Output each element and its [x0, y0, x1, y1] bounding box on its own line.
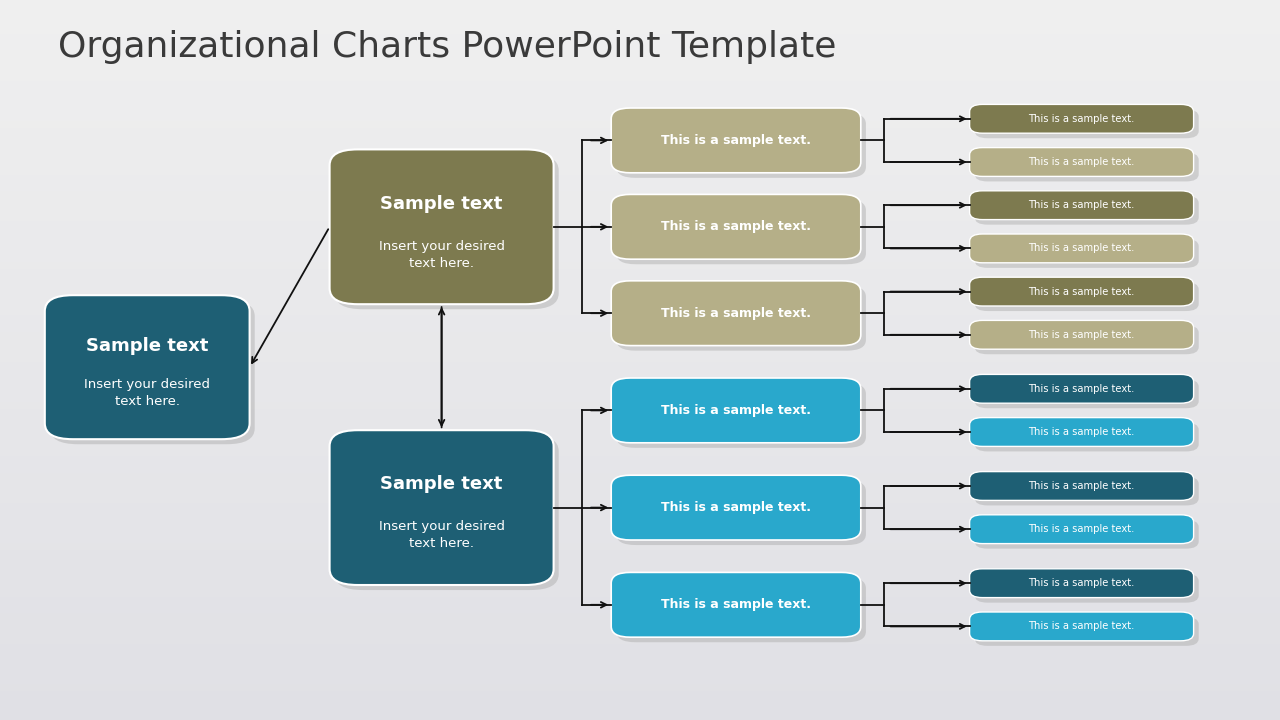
FancyBboxPatch shape — [50, 300, 255, 444]
FancyBboxPatch shape — [970, 418, 1193, 446]
Text: This is a sample text.: This is a sample text. — [660, 404, 812, 417]
Text: This is a sample text.: This is a sample text. — [1028, 287, 1135, 297]
FancyBboxPatch shape — [970, 612, 1193, 641]
FancyBboxPatch shape — [970, 191, 1193, 220]
FancyBboxPatch shape — [975, 282, 1198, 311]
FancyBboxPatch shape — [334, 435, 558, 590]
FancyBboxPatch shape — [612, 194, 860, 259]
Text: This is a sample text.: This is a sample text. — [660, 501, 812, 514]
FancyBboxPatch shape — [612, 378, 860, 443]
Text: This is a sample text.: This is a sample text. — [1028, 578, 1135, 588]
FancyBboxPatch shape — [617, 480, 865, 545]
FancyBboxPatch shape — [975, 153, 1198, 181]
FancyBboxPatch shape — [612, 281, 860, 346]
FancyBboxPatch shape — [975, 477, 1198, 505]
FancyBboxPatch shape — [970, 104, 1193, 133]
FancyBboxPatch shape — [970, 320, 1193, 349]
FancyBboxPatch shape — [970, 277, 1193, 306]
Text: This is a sample text.: This is a sample text. — [1028, 200, 1135, 210]
FancyBboxPatch shape — [617, 113, 865, 178]
FancyBboxPatch shape — [975, 617, 1198, 646]
Text: This is a sample text.: This is a sample text. — [1028, 330, 1135, 340]
Text: This is a sample text.: This is a sample text. — [660, 220, 812, 233]
Text: This is a sample text.: This is a sample text. — [1028, 427, 1135, 437]
FancyBboxPatch shape — [612, 475, 860, 540]
FancyBboxPatch shape — [617, 577, 865, 642]
FancyBboxPatch shape — [617, 199, 865, 264]
FancyBboxPatch shape — [975, 325, 1198, 354]
FancyBboxPatch shape — [617, 286, 865, 351]
Text: Sample text: Sample text — [86, 337, 209, 355]
FancyBboxPatch shape — [975, 239, 1198, 268]
FancyBboxPatch shape — [970, 472, 1193, 500]
FancyBboxPatch shape — [975, 196, 1198, 225]
FancyBboxPatch shape — [970, 234, 1193, 263]
FancyBboxPatch shape — [612, 108, 860, 173]
FancyBboxPatch shape — [975, 109, 1198, 138]
FancyBboxPatch shape — [970, 374, 1193, 403]
Text: This is a sample text.: This is a sample text. — [1028, 157, 1135, 167]
Text: Insert your desired
text here.: Insert your desired text here. — [84, 378, 210, 408]
Text: This is a sample text.: This is a sample text. — [1028, 621, 1135, 631]
Text: This is a sample text.: This is a sample text. — [1028, 243, 1135, 253]
FancyBboxPatch shape — [45, 295, 250, 439]
FancyBboxPatch shape — [329, 150, 553, 304]
FancyBboxPatch shape — [617, 383, 865, 448]
Text: Organizational Charts PowerPoint Template: Organizational Charts PowerPoint Templat… — [58, 30, 836, 64]
Text: This is a sample text.: This is a sample text. — [1028, 114, 1135, 124]
Text: This is a sample text.: This is a sample text. — [660, 134, 812, 147]
FancyBboxPatch shape — [975, 574, 1198, 603]
FancyBboxPatch shape — [970, 569, 1193, 598]
Text: Sample text: Sample text — [380, 475, 503, 493]
FancyBboxPatch shape — [975, 520, 1198, 549]
FancyBboxPatch shape — [975, 423, 1198, 451]
FancyBboxPatch shape — [970, 515, 1193, 544]
Text: This is a sample text.: This is a sample text. — [1028, 481, 1135, 491]
FancyBboxPatch shape — [975, 379, 1198, 408]
Text: This is a sample text.: This is a sample text. — [1028, 524, 1135, 534]
Text: This is a sample text.: This is a sample text. — [660, 307, 812, 320]
Text: Sample text: Sample text — [380, 194, 503, 212]
FancyBboxPatch shape — [970, 148, 1193, 176]
FancyBboxPatch shape — [329, 431, 553, 585]
Text: This is a sample text.: This is a sample text. — [660, 598, 812, 611]
Text: Insert your desired
text here.: Insert your desired text here. — [379, 240, 504, 270]
FancyBboxPatch shape — [334, 155, 558, 310]
Text: Insert your desired
text here.: Insert your desired text here. — [379, 521, 504, 551]
Text: This is a sample text.: This is a sample text. — [1028, 384, 1135, 394]
FancyBboxPatch shape — [612, 572, 860, 637]
